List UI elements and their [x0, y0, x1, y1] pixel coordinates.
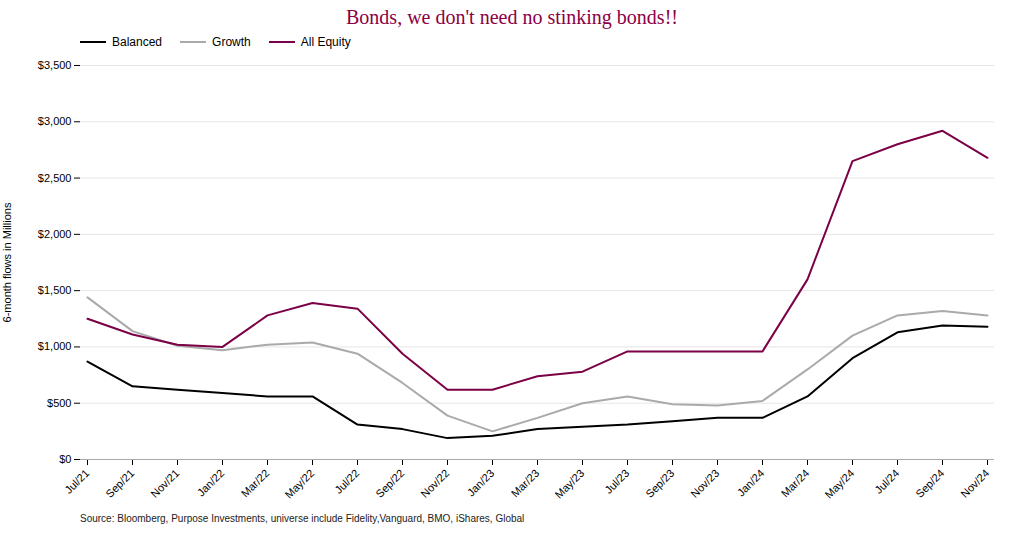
svg-text:May/23: May/23: [552, 467, 586, 501]
html-text:Bonds, we don't need no stinki: Bonds, we don't need no stinking bonds!!: [346, 6, 678, 28]
svg-text:Jan/23: Jan/23: [465, 467, 497, 499]
svg-text:Nov/24: Nov/24: [958, 467, 991, 500]
svg-text:$2,000: $2,000: [38, 228, 72, 240]
svg-text:Jul/23: Jul/23: [602, 467, 631, 496]
svg-text:Sep/24: Sep/24: [913, 467, 946, 500]
svg-text:Mar/22: Mar/22: [239, 467, 272, 500]
svg-text:$3,500: $3,500: [38, 59, 72, 71]
svg-text:Sep/21: Sep/21: [103, 467, 136, 500]
svg-text:Mar/24: Mar/24: [779, 467, 812, 500]
html-text:Source: Bloomberg, Purpose Inv: Source: Bloomberg, Purpose Investments, …: [80, 513, 525, 524]
svg-text:Jan/22: Jan/22: [195, 467, 227, 499]
html-text:Balanced: Balanced: [112, 35, 162, 49]
svg-text:Nov/23: Nov/23: [688, 467, 721, 500]
svg-text:Jul/21: Jul/21: [62, 467, 91, 496]
svg-text:Jan/24: Jan/24: [735, 467, 767, 499]
html-text:Growth: Growth: [212, 35, 251, 49]
svg-text:6-month flows in Millions: 6-month flows in Millions: [1, 202, 13, 322]
svg-text:May/24: May/24: [822, 467, 856, 501]
svg-text:Nov/21: Nov/21: [148, 467, 181, 500]
svg-text:$500: $500: [47, 397, 71, 409]
svg-text:May/22: May/22: [282, 467, 316, 501]
svg-text:Jul/22: Jul/22: [332, 467, 361, 496]
svg-text:Jul/24: Jul/24: [872, 467, 901, 496]
svg-text:$1,000: $1,000: [38, 340, 72, 352]
svg-text:Mar/23: Mar/23: [509, 467, 542, 500]
svg-text:$1,500: $1,500: [38, 284, 72, 296]
svg-text:Sep/22: Sep/22: [373, 467, 406, 500]
svg-text:Sep/23: Sep/23: [643, 467, 676, 500]
svg-text:$2,500: $2,500: [38, 172, 72, 184]
svg-text:$3,000: $3,000: [38, 115, 72, 127]
svg-text:$0: $0: [59, 453, 71, 465]
svg-text:Nov/22: Nov/22: [418, 467, 451, 500]
html-text:All Equity: All Equity: [300, 35, 351, 49]
